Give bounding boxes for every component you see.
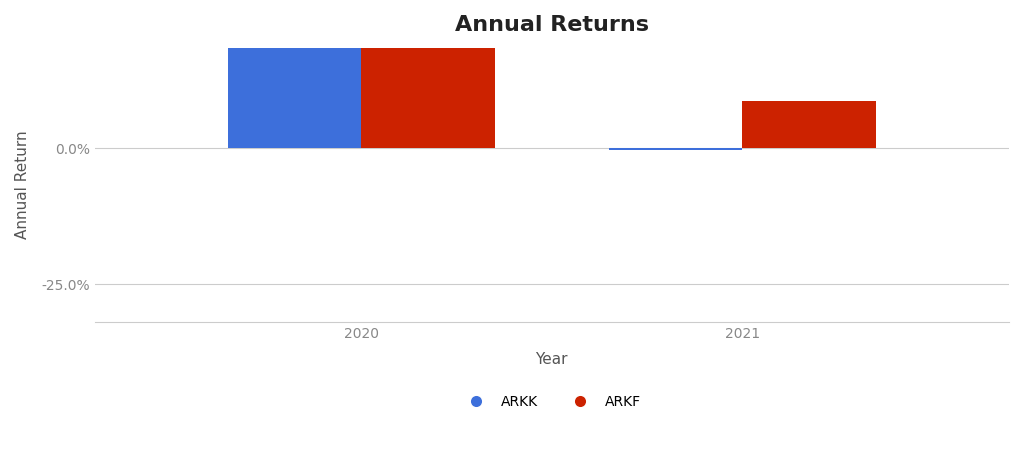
Legend: ARKK, ARKF: ARKK, ARKF xyxy=(457,389,647,415)
Bar xyxy=(609,148,742,149)
X-axis label: Year: Year xyxy=(536,352,568,367)
Title: Annual Returns: Annual Returns xyxy=(455,15,649,35)
Y-axis label: Annual Return: Annual Return xyxy=(15,131,30,239)
Bar xyxy=(361,0,495,148)
Bar xyxy=(228,0,361,148)
Bar xyxy=(742,101,876,148)
